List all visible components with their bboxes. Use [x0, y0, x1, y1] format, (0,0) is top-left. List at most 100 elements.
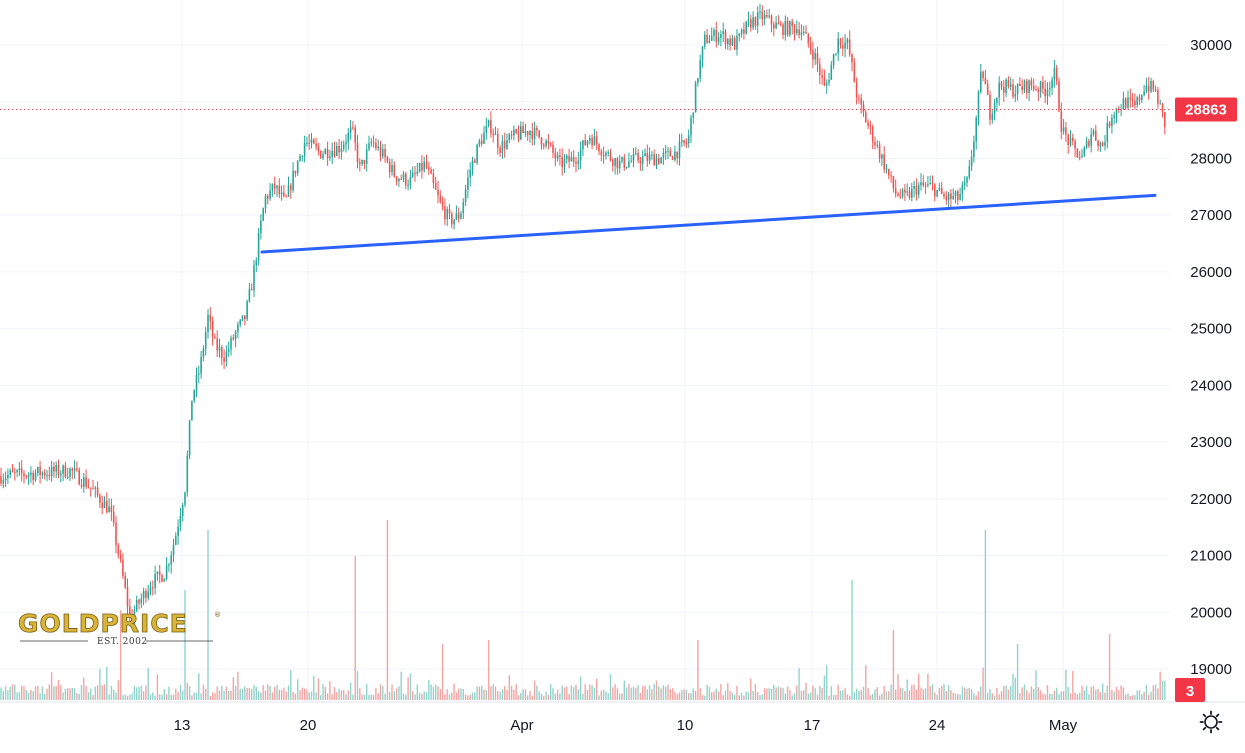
candle-body [207, 314, 209, 333]
volume-bar [354, 556, 356, 700]
candle-body [1012, 84, 1014, 97]
candle-body [1118, 108, 1120, 111]
candle-body [614, 158, 616, 166]
volume-bar [237, 671, 239, 700]
candle-body [421, 162, 423, 171]
volume-bar [1141, 694, 1143, 700]
candle-body [147, 591, 149, 598]
volume-bar [248, 687, 251, 700]
volume-bar [96, 685, 99, 700]
volume-bar [165, 694, 168, 700]
volume-bar [280, 689, 283, 700]
volume-bar [260, 692, 262, 700]
volume-bar [556, 689, 559, 700]
volume-bar [483, 689, 485, 700]
volume-bar [1014, 677, 1016, 700]
volume-bar [191, 695, 193, 700]
settings-gear-icon[interactable] [1199, 710, 1223, 734]
candle-body [133, 610, 136, 619]
volume-bar [984, 530, 987, 700]
volume-bar [708, 686, 711, 700]
candle-body [1037, 89, 1040, 93]
candle-body [255, 260, 258, 266]
volume-bar [2, 690, 4, 700]
volume-bar [554, 693, 556, 700]
candle-body [908, 191, 911, 198]
volume-bar [688, 693, 690, 700]
volume-bar [1148, 694, 1150, 700]
candle-body [39, 467, 41, 476]
candle-body [1092, 130, 1095, 135]
candle-body [980, 71, 982, 93]
volume-bar [1058, 694, 1060, 700]
support-trendline[interactable] [260, 193, 1157, 254]
volume-bar [285, 691, 287, 700]
candle-body [630, 160, 632, 162]
price-candles [0, 3, 1166, 626]
candle-body [428, 167, 430, 170]
candle-body [73, 468, 76, 471]
volume-bar [1161, 680, 1164, 700]
candle-body [469, 169, 471, 178]
volume-bar [439, 689, 441, 700]
volume-bar [614, 684, 616, 700]
candle-body [50, 466, 53, 477]
candle-body [1113, 115, 1115, 118]
candle-body [225, 351, 228, 362]
volume-bar [301, 687, 303, 700]
volume-bar [913, 684, 915, 700]
candle-body [885, 168, 888, 170]
candle-body [253, 265, 255, 291]
volume-bar [255, 686, 257, 700]
candle-body [375, 142, 377, 149]
volume-bar [1085, 685, 1088, 700]
candle-body [503, 141, 506, 149]
volume-bar [345, 694, 347, 700]
volume-bar [340, 690, 343, 700]
candle-body [554, 152, 557, 159]
volume-bar [423, 691, 425, 700]
volume-bar [559, 693, 561, 700]
volume-bar [1159, 671, 1161, 700]
candle-body [0, 476, 2, 484]
volume-bar [67, 688, 69, 700]
volume-bar [32, 691, 34, 700]
candle-body [628, 161, 630, 167]
candle-body [1104, 141, 1106, 146]
candle-body [152, 587, 154, 589]
candle-body [729, 38, 731, 46]
volume-bar [18, 692, 21, 700]
volume-bar [596, 678, 598, 700]
volume-bar [961, 686, 964, 700]
candle-body [579, 149, 582, 161]
candle-body [1141, 95, 1143, 101]
volume-bar [384, 693, 386, 700]
price-axis[interactable]: 30000 28000 27000 26000 25000 24000 23000 22000… [1190, 37, 1232, 678]
volume-bar [326, 693, 329, 700]
candle-body [239, 319, 241, 325]
volume-bar [869, 695, 872, 700]
volume-bar [37, 686, 39, 700]
candle-body [87, 486, 90, 488]
candle-body [883, 154, 885, 170]
candle-body [411, 172, 414, 177]
volume-bar [221, 685, 223, 700]
volume-bar [490, 686, 492, 700]
volume-bar [784, 693, 786, 700]
candle-body [451, 213, 453, 225]
volume-bar [515, 684, 517, 700]
volume-bar [671, 688, 674, 700]
volume-bar [469, 694, 471, 700]
candle-body [593, 136, 596, 146]
volume-bar [987, 692, 989, 700]
candle-body [175, 535, 177, 545]
volume-bar [1012, 673, 1014, 700]
candle-body [600, 151, 603, 156]
volume-bar [1030, 686, 1033, 700]
time-axis[interactable]: 13 20 Apr 10 17 24 May [174, 717, 1078, 734]
volume-bar [906, 679, 908, 700]
candle-body [361, 159, 363, 165]
volume-bar [853, 692, 855, 700]
candle-body [1065, 127, 1067, 135]
